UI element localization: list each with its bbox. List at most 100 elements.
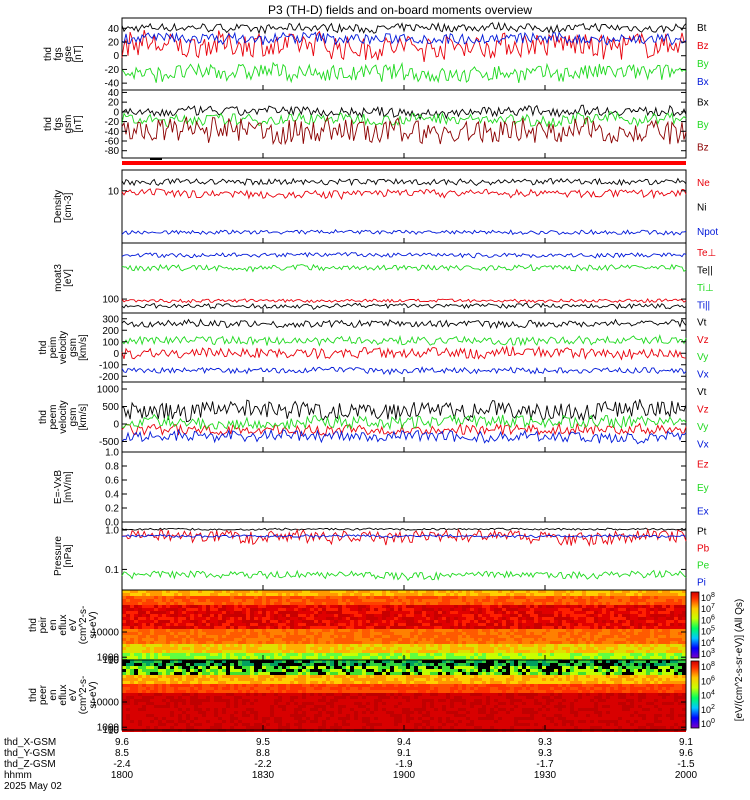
heatmap-cell — [550, 602, 554, 605]
heatmap-cell — [150, 638, 154, 641]
heatmap-cell — [538, 641, 542, 644]
heatmap-cell — [514, 596, 518, 599]
legend-entry-Te⊥: Te⊥ — [697, 248, 716, 259]
heatmap-cell — [594, 605, 598, 608]
heatmap-cell — [298, 635, 302, 638]
heatmap-cell — [262, 687, 266, 690]
heatmap-cell — [334, 614, 338, 617]
heatmap-cell — [578, 611, 582, 614]
heatmap-cell — [446, 641, 450, 644]
heatmap-cell — [330, 723, 334, 726]
heatmap-cell — [246, 620, 250, 623]
heatmap-cell — [534, 602, 538, 605]
heatmap-cell — [362, 638, 366, 641]
heatmap-cell — [378, 596, 382, 599]
heatmap-cell — [490, 620, 494, 623]
heatmap-cell — [266, 650, 270, 653]
heatmap-cell — [398, 599, 402, 602]
heatmap-cell — [278, 723, 282, 726]
heatmap-cell — [466, 617, 470, 620]
heatmap-cell — [310, 641, 314, 644]
heatmap-cell — [194, 611, 198, 614]
heatmap-cell — [242, 675, 246, 678]
heatmap-cell — [282, 593, 286, 596]
heatmap-cell — [130, 593, 134, 596]
heatmap-cell — [378, 590, 382, 593]
heatmap-cell — [634, 617, 638, 620]
heatmap-cell — [306, 611, 310, 614]
heatmap-cell — [214, 705, 218, 708]
heatmap-cell — [366, 605, 370, 608]
heatmap-cell — [458, 593, 462, 596]
heatmap-cell — [150, 690, 154, 693]
heatmap-cell — [682, 647, 686, 650]
heatmap-cell — [162, 620, 166, 623]
heatmap-cell — [654, 641, 658, 644]
heatmap-cell — [506, 641, 510, 644]
heatmap-cell — [554, 650, 558, 653]
heatmap-cell — [402, 599, 406, 602]
heatmap-cell — [306, 632, 310, 635]
heatmap-cell — [238, 663, 242, 666]
heatmap-cell — [314, 660, 318, 663]
heatmap-cell — [294, 693, 298, 696]
heatmap-cell — [182, 635, 186, 638]
heatmap-cell — [154, 663, 158, 666]
heatmap-cell — [178, 599, 182, 602]
heatmap-cell — [418, 599, 422, 602]
heatmap-cell — [170, 611, 174, 614]
heatmap-cell — [554, 602, 558, 605]
heatmap-cell — [226, 593, 230, 596]
heatmap-cell — [546, 650, 550, 653]
heatmap-cell — [274, 672, 278, 675]
heatmap-cell — [282, 608, 286, 611]
heatmap-cell — [418, 632, 422, 635]
heatmap-cell — [138, 653, 142, 656]
heatmap-cell — [138, 632, 142, 635]
heatmap-cell — [318, 635, 322, 638]
heatmap-cell — [266, 611, 270, 614]
heatmap-cell — [254, 602, 258, 605]
heatmap-cell — [334, 687, 338, 690]
heatmap-cell — [226, 635, 230, 638]
heatmap-cell — [570, 602, 574, 605]
heatmap-cell — [402, 608, 406, 611]
heatmap-cell — [250, 590, 254, 593]
heatmap-cell — [418, 608, 422, 611]
heatmap-cell — [162, 714, 166, 717]
y-axis-label: [nT] — [73, 45, 84, 62]
heatmap-cell — [306, 663, 310, 666]
heatmap-cell — [358, 635, 362, 638]
heatmap-cell — [558, 656, 562, 659]
heatmap-cell — [194, 726, 198, 729]
heatmap-cell — [586, 596, 590, 599]
heatmap-cell — [338, 687, 342, 690]
heatmap-cell — [158, 678, 162, 681]
heatmap-cell — [258, 596, 262, 599]
heatmap-cell — [666, 644, 670, 647]
heatmap-cell — [242, 696, 246, 699]
heatmap-cell — [234, 720, 238, 723]
heatmap-cell — [566, 608, 570, 611]
heatmap-cell — [402, 626, 406, 629]
heatmap-cell — [218, 705, 222, 708]
heatmap-cell — [298, 650, 302, 653]
heatmap-cell — [146, 650, 150, 653]
heatmap-cell — [374, 611, 378, 614]
heatmap-cell — [210, 647, 214, 650]
heatmap-cell — [170, 660, 174, 663]
heatmap-cell — [182, 605, 186, 608]
heatmap-cell — [266, 672, 270, 675]
heatmap-cell — [198, 656, 202, 659]
heatmap-cell — [122, 723, 126, 726]
heatmap-cell — [678, 623, 682, 626]
heatmap-cell — [634, 644, 638, 647]
heatmap-cell — [598, 617, 602, 620]
heatmap-cell — [486, 629, 490, 632]
heatmap-cell — [210, 599, 214, 602]
heatmap-cell — [626, 632, 630, 635]
heatmap-cell — [146, 723, 150, 726]
heatmap-cell — [178, 681, 182, 684]
heatmap-cell — [330, 666, 334, 669]
heatmap-cell — [614, 641, 618, 644]
